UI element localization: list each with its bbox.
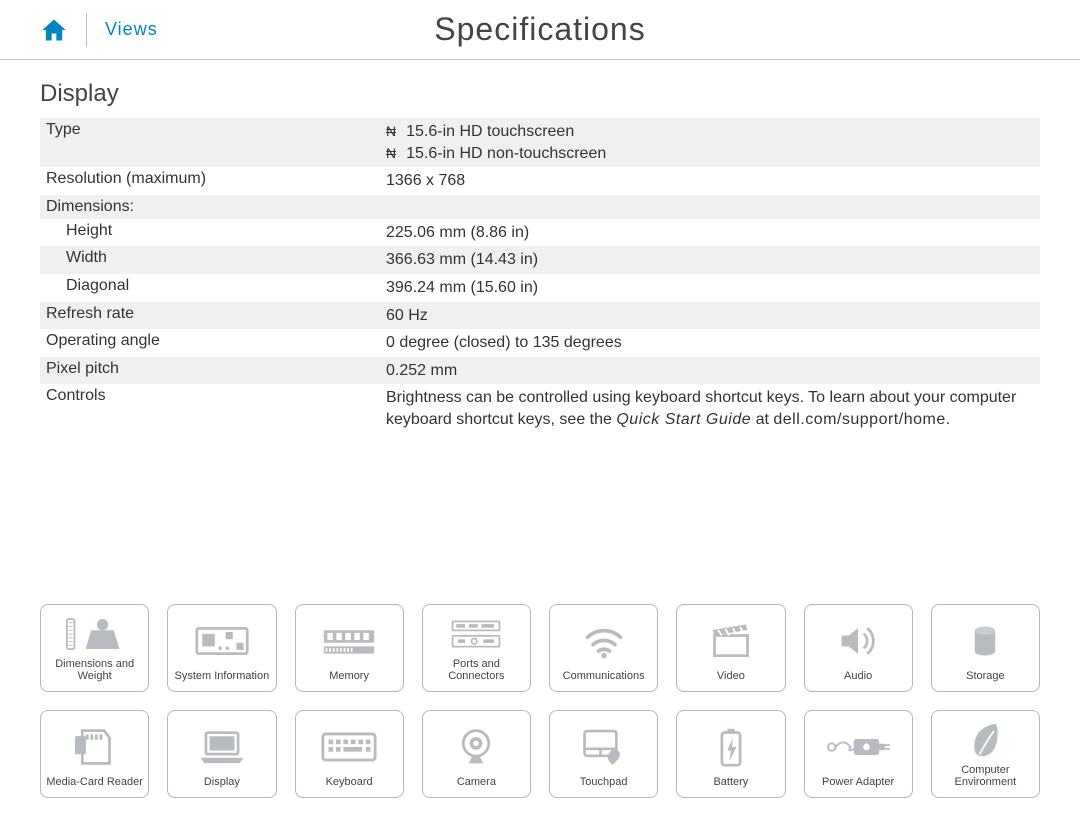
spec-row: Operating angle0 degree (closed) to 135 …: [40, 329, 1040, 357]
spec-label: Type: [40, 118, 380, 167]
spec-label: Dimensions:: [40, 195, 380, 219]
tile-label: Camera: [457, 776, 496, 789]
weight-icon: [45, 611, 144, 658]
nav-tile-dimensions-and-weight[interactable]: Dimensions and Weight: [40, 604, 149, 692]
ports-icon: [427, 611, 526, 658]
spec-table: Type₦15.6-in HD touchscreen₦15.6-in HD n…: [40, 118, 1040, 434]
spec-value: 396.24 mm (15.60 in): [380, 274, 1040, 302]
tile-label: Storage: [966, 670, 1005, 683]
spec-value: ₦15.6-in HD touchscreen₦15.6-in HD non-t…: [380, 118, 1040, 167]
tile-label: Touchpad: [580, 776, 628, 789]
tile-label: Display: [204, 776, 240, 789]
tile-label: Power Adapter: [822, 776, 894, 789]
spec-value: 0 degree (closed) to 135 degrees: [380, 329, 1040, 357]
nav-tile-computer-environment[interactable]: Computer Environment: [931, 710, 1040, 798]
leaf-icon: [936, 717, 1035, 764]
spec-label: Refresh rate: [40, 302, 380, 330]
keyboard-icon: [300, 717, 399, 776]
spec-row: Dimensions:: [40, 195, 1040, 219]
content: Display Type₦15.6-in HD touchscreen₦15.6…: [0, 60, 1080, 434]
tile-label: Media-Card Reader: [46, 776, 143, 789]
nav-tile-communications[interactable]: Communications: [549, 604, 658, 692]
tile-label: Video: [717, 670, 745, 683]
tile-label: Dimensions and Weight: [45, 658, 144, 683]
nav-tile-battery[interactable]: Battery: [676, 710, 785, 798]
memory-icon: [300, 611, 399, 670]
nav-tile-keyboard[interactable]: Keyboard: [295, 710, 404, 798]
spec-row: Height225.06 mm (8.86 in): [40, 219, 1040, 247]
spec-row: Width366.63 mm (14.43 in): [40, 246, 1040, 274]
nav-tile-touchpad[interactable]: Touchpad: [549, 710, 658, 798]
spec-row: Resolution (maximum)1366 x 768: [40, 167, 1040, 195]
tile-label: System Information: [174, 670, 269, 683]
speaker-icon: [809, 611, 908, 670]
nav-tile-ports-and-connectors[interactable]: Ports and Connectors: [422, 604, 531, 692]
spec-value: 60 Hz: [380, 302, 1040, 330]
tile-label: Ports and Connectors: [427, 658, 526, 683]
spec-label: Pixel pitch: [40, 357, 380, 385]
spec-row: Type₦15.6-in HD touchscreen₦15.6-in HD n…: [40, 118, 1040, 167]
nav-tile-display[interactable]: Display: [167, 710, 276, 798]
nav-tile-memory[interactable]: Memory: [295, 604, 404, 692]
header-divider: [86, 13, 87, 47]
tile-label: Battery: [713, 776, 748, 789]
spec-label: Controls: [40, 384, 380, 433]
spec-value: [380, 195, 1040, 219]
spec-value: Brightness can be controlled using keybo…: [380, 384, 1040, 433]
spec-label: Diagonal: [40, 274, 380, 302]
nav-tile-system-information[interactable]: System Information: [167, 604, 276, 692]
tile-label: Audio: [844, 670, 872, 683]
spec-value: 225.06 mm (8.86 in): [380, 219, 1040, 247]
spec-value: 1366 x 768: [380, 167, 1040, 195]
laptop-icon: [172, 717, 271, 776]
nav-grid: Dimensions and Weight System Information M…: [40, 604, 1040, 798]
nav-tile-media-card-reader[interactable]: Media-Card Reader: [40, 710, 149, 798]
spec-row-controls: ControlsBrightness can be controlled usi…: [40, 384, 1040, 433]
nav-tile-audio[interactable]: Audio: [804, 604, 913, 692]
clapper-icon: [681, 611, 780, 670]
spec-row: Diagonal396.24 mm (15.60 in): [40, 274, 1040, 302]
page-title: Specifications: [434, 11, 645, 48]
board-icon: [172, 611, 271, 670]
spec-label: Resolution (maximum): [40, 167, 380, 195]
spec-value: 0.252 mm: [380, 357, 1040, 385]
power-icon: [809, 717, 908, 776]
wifi-icon: [554, 611, 653, 670]
spec-row: Pixel pitch0.252 mm: [40, 357, 1040, 385]
nav-tile-storage[interactable]: Storage: [931, 604, 1040, 692]
webcam-icon: [427, 717, 526, 776]
tile-label: Computer Environment: [936, 764, 1035, 789]
battery-icon: [681, 717, 780, 776]
spec-label: Width: [40, 246, 380, 274]
spec-label: Operating angle: [40, 329, 380, 357]
spec-value: 366.63 mm (14.43 in): [380, 246, 1040, 274]
home-icon[interactable]: [40, 16, 68, 44]
sdcard-icon: [45, 717, 144, 776]
tile-label: Keyboard: [326, 776, 373, 789]
tile-label: Communications: [563, 670, 645, 683]
touchpad-icon: [554, 717, 653, 776]
spec-label: Height: [40, 219, 380, 247]
cylinder-icon: [936, 611, 1035, 670]
nav-tile-video[interactable]: Video: [676, 604, 785, 692]
section-title: Display: [40, 80, 1040, 108]
views-link[interactable]: Views: [105, 19, 158, 40]
nav-tile-power-adapter[interactable]: Power Adapter: [804, 710, 913, 798]
spec-row: Refresh rate60 Hz: [40, 302, 1040, 330]
header: Views Specifications: [0, 0, 1080, 60]
nav-tile-camera[interactable]: Camera: [422, 710, 531, 798]
tile-label: Memory: [329, 670, 369, 683]
